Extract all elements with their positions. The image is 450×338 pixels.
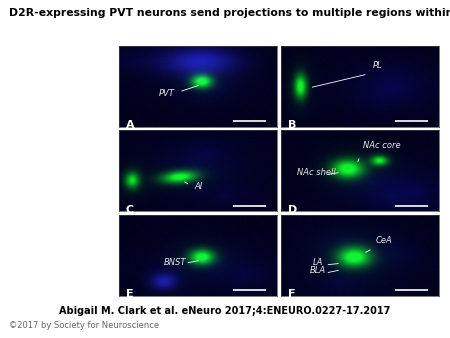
Text: D: D xyxy=(288,205,297,215)
Text: D2R-expressing PVT neurons send projections to multiple regions within the limbi: D2R-expressing PVT neurons send projecti… xyxy=(9,8,450,19)
Text: A: A xyxy=(126,120,134,130)
Text: ©2017 by Society for Neuroscience: ©2017 by Society for Neuroscience xyxy=(9,320,159,330)
Text: NAc core: NAc core xyxy=(363,141,401,150)
Text: AI: AI xyxy=(195,182,203,191)
Text: F: F xyxy=(288,289,295,299)
Text: PL: PL xyxy=(373,61,382,70)
Text: PVT: PVT xyxy=(158,89,175,98)
Text: BLA: BLA xyxy=(310,266,326,275)
Text: Abigail M. Clark et al. eNeuro 2017;4:ENEURO.0227-17.2017: Abigail M. Clark et al. eNeuro 2017;4:EN… xyxy=(59,306,391,316)
Text: E: E xyxy=(126,289,133,299)
Text: C: C xyxy=(126,205,134,215)
Text: NAc shell: NAc shell xyxy=(297,168,336,177)
Text: BNST: BNST xyxy=(163,258,186,267)
Text: B: B xyxy=(288,120,296,130)
Text: LA: LA xyxy=(313,258,323,267)
Text: CeA: CeA xyxy=(376,236,392,245)
